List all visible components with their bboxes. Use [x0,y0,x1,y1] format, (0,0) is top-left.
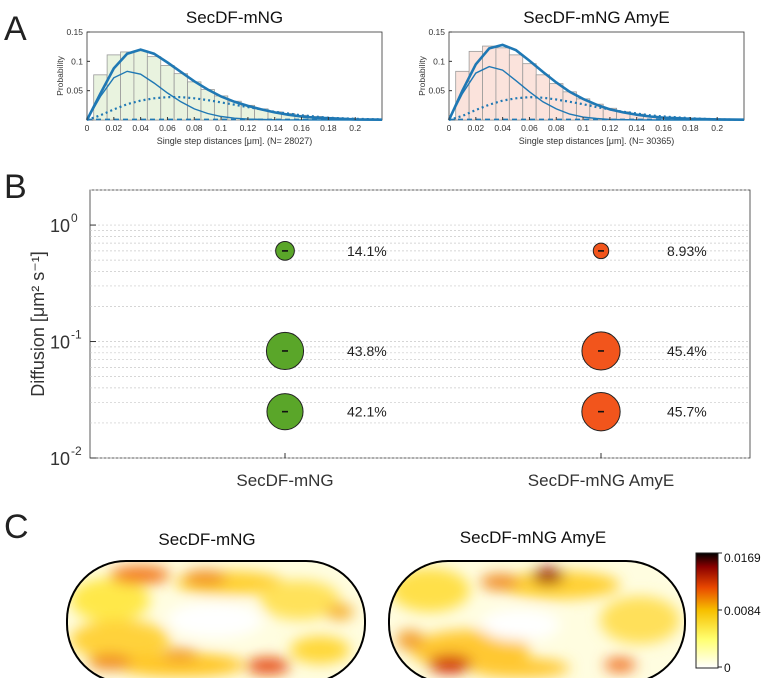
colorbar-tick-min: 0 [724,661,731,675]
heatmap-panel: SecDF-mNG SecDF-mNG AmyE [66,528,761,678]
y-tick-label: 0.05 [66,86,83,96]
histogram-secdf-mng: SecDF-mNG 0 0.02 0.04 0.06 0.08 0.1 0.12 0.14 0.1… [55,8,383,146]
histogram-bar [549,83,564,121]
y-tick-label: 0.15 [66,27,83,37]
histogram-bar [508,54,524,121]
y-axis-label: Probability [55,55,65,95]
x-tick-label: 0 [85,123,90,133]
x-tick-label: 0.04 [132,123,149,133]
x-category-label: SecDF-mNG AmyE [528,471,674,490]
x-tick-label: 0.18 [682,123,699,133]
x-axis-label: Single step distances [μm]. (N= 30365) [519,136,675,146]
x-tick-label: 0.02 [106,123,123,133]
bubble-percent-label: 8.93% [667,243,707,259]
x-tick-label: 0.16 [293,123,310,133]
panel-label-c: C [4,508,29,546]
x-tick-label: 0.14 [628,123,645,133]
histogram-bar [133,50,148,121]
heatmap-title-secdf-mng: SecDF-mNG [158,530,255,549]
x-tick-label: 0.18 [320,123,337,133]
colorbar-tick-max: 0.0169 [724,551,761,565]
y-tick-label: 10 [50,449,70,469]
x-axis-label: Single step distances [μm]. (N= 28027) [157,136,313,146]
y-tick-exponent: -2 [71,444,82,458]
fit-curve-component [448,95,745,122]
y-axis-label: Diffusion [μm² s⁻¹] [28,251,48,397]
histogram-bar [187,81,202,121]
fit-curve-total [447,43,745,121]
y-tick-label: 0.1 [433,56,445,66]
histogram-bar [146,56,162,121]
colorbar-tick-mid: 0.0084 [724,604,761,618]
heatmap-title-secdf-mng-amye: SecDF-mNG AmyE [460,528,606,547]
x-tick-label: 0.14 [266,123,283,133]
panel-label-a: A [4,10,27,48]
x-tick-label: 0.08 [548,123,565,133]
bubble-percent-label: 45.4% [667,343,707,359]
x-tick-label: 0.2 [349,123,361,133]
x-tick-label: 0.2 [711,123,723,133]
x-tick-label: 0.16 [655,123,672,133]
plot-area [89,189,751,459]
x-tick-label: 0.1 [577,123,589,133]
y-tick-label: 10 [50,333,70,353]
y-tick-label: 0.15 [428,27,445,37]
x-category-label: SecDF-mNG [236,471,333,490]
histogram-bar [173,73,188,121]
x-tick-label: 0.1 [215,123,227,133]
y-tick-exponent: 0 [71,211,78,225]
histogram-bar [495,47,510,121]
panel-label-b: B [4,168,27,206]
bubble-percent-label: 14.1% [347,243,387,259]
x-tick-label: 0.02 [468,123,485,133]
y-tick-label: 0.05 [428,86,445,96]
histogram-bar [468,50,483,121]
x-tick-label: 0.04 [494,123,511,133]
x-tick-label: 0.06 [159,123,176,133]
x-tick-label: 0 [447,123,452,133]
y-tick-label: 0.1 [71,56,83,66]
x-tick-label: 0.12 [240,123,257,133]
heatmap-cell-secdf-mng [66,560,366,678]
chart-title: SecDF-mNG AmyE [523,8,669,27]
chart-title: SecDF-mNG [186,8,283,27]
x-tick-label: 0.06 [521,123,538,133]
bubble-percent-label: 45.7% [667,404,707,420]
colorbar [695,552,719,669]
histogram-bar [200,89,215,121]
x-tick-label: 0.08 [186,123,203,133]
y-tick-label: 10 [50,216,70,236]
x-tick-label: 0.12 [602,123,619,133]
y-axis-label: Probability [417,55,427,95]
histogram-bar [482,45,497,121]
heatmap-cell-secdf-mng-amye [388,560,686,678]
bubble-percent-label: 42.1% [347,404,387,420]
bubble-percent-label: 43.8% [347,343,387,359]
histogram-bar [120,51,135,121]
histogram-secdf-mng-amye: SecDF-mNG AmyE 0 0.02 0.04 0.06 0.08 0.1 0.12 0.… [417,8,745,146]
y-tick-exponent: -1 [71,328,82,342]
